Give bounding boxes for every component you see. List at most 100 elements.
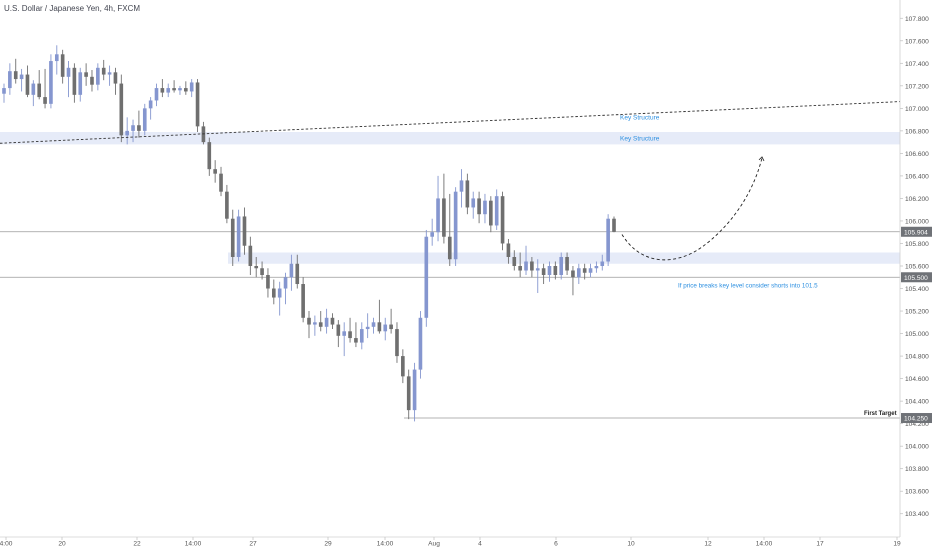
y-tick-label: 107.400	[905, 61, 929, 68]
candle	[412, 362, 417, 422]
x-tick-label: 4:00	[0, 541, 13, 548]
candle-body	[90, 76, 94, 85]
candle-body	[576, 268, 581, 278]
candle-body	[31, 83, 36, 95]
candle	[225, 184, 229, 224]
candle-body	[260, 268, 264, 276]
y-tick-label: 104.800	[905, 354, 929, 361]
candle-body	[418, 317, 423, 370]
candle-body	[266, 275, 270, 289]
candle-body	[84, 72, 88, 77]
candle	[195, 79, 200, 132]
candle	[535, 259, 540, 294]
candle	[236, 209, 241, 262]
candle-body	[412, 369, 417, 411]
candle-body	[189, 82, 194, 92]
candle-body	[131, 125, 135, 131]
candle	[477, 191, 481, 224]
candle-body	[219, 173, 223, 192]
candle-body	[395, 329, 399, 357]
candle-body	[330, 317, 335, 325]
x-tick-label: 14:00	[185, 541, 202, 548]
candle	[418, 311, 423, 379]
candle-body	[348, 331, 352, 339]
trendline-label: Key Structure	[620, 114, 660, 121]
candle	[600, 254, 605, 271]
candle	[172, 80, 176, 93]
y-tick-label: 107.200	[905, 83, 929, 90]
candle	[313, 315, 317, 336]
candle	[453, 187, 458, 266]
candle	[66, 61, 71, 98]
candle	[565, 252, 569, 276]
candle	[606, 214, 610, 266]
candle	[465, 173, 470, 215]
candle	[277, 281, 282, 316]
candle-body	[283, 277, 288, 289]
candle-body	[565, 256, 569, 271]
candle-body	[54, 54, 59, 62]
y-tick-label: 104.000	[905, 444, 929, 451]
candle-body	[500, 196, 505, 244]
candle	[471, 191, 476, 219]
candle	[49, 54, 53, 109]
candle	[307, 311, 311, 339]
candle	[401, 349, 405, 384]
candle	[8, 63, 12, 95]
candle-body	[236, 216, 241, 257]
first-target-label: First Target	[864, 411, 897, 417]
x-tick-label: Aug	[428, 541, 440, 548]
candle	[260, 261, 264, 280]
candle-body	[72, 67, 77, 95]
candle	[242, 207, 247, 255]
candle-body	[324, 317, 329, 327]
candle	[383, 317, 388, 341]
candle-body	[594, 266, 599, 269]
candle-body	[78, 72, 83, 95]
price-tag-label: 104.250	[904, 416, 928, 423]
candle-body	[436, 198, 440, 233]
candle-body	[424, 236, 429, 318]
candle-body	[25, 74, 30, 95]
candle	[72, 63, 77, 103]
x-tick-label: 19	[893, 541, 901, 548]
y-tick-label: 104.400	[905, 399, 929, 406]
y-tick-label: 103.400	[905, 511, 929, 518]
candle	[494, 189, 499, 230]
candle-body	[541, 268, 546, 276]
candle	[25, 65, 30, 98]
candle	[500, 191, 505, 251]
candle-body	[512, 256, 517, 266]
y-tick-label: 106.000	[905, 218, 929, 225]
candle	[459, 169, 464, 208]
y-tick-label: 107.800	[905, 16, 929, 23]
candle	[283, 272, 288, 305]
candle	[547, 261, 552, 282]
candle	[389, 308, 393, 334]
candle-body	[547, 266, 552, 276]
candle	[406, 369, 411, 420]
y-tick-label: 105.200	[905, 309, 929, 316]
candle-body	[571, 270, 575, 278]
candle-body	[207, 142, 212, 170]
candle-body	[2, 88, 6, 94]
projection-path	[621, 157, 763, 261]
y-tick-label: 106.400	[905, 173, 929, 180]
candle-body	[142, 108, 147, 131]
candle-body	[242, 216, 247, 246]
price-tag-bg	[901, 226, 932, 237]
price-tag: 105.500	[901, 272, 932, 283]
x-axis[interactable]: 4:00 20 22 14:00 27 29 14:00 Aug 4 6 10 12 14:00 17 19	[0, 536, 901, 548]
candle	[154, 83, 159, 107]
candle	[436, 175, 440, 242]
candle	[576, 263, 581, 285]
candle	[101, 59, 106, 81]
candle-body	[148, 100, 153, 109]
y-axis[interactable]: 107.800 107.600 107.400 107.200 107.000 106.8…	[899, 0, 932, 537]
candle-body	[277, 288, 282, 298]
candle-body	[137, 125, 141, 131]
y-tick-label: 105.600	[905, 264, 929, 271]
